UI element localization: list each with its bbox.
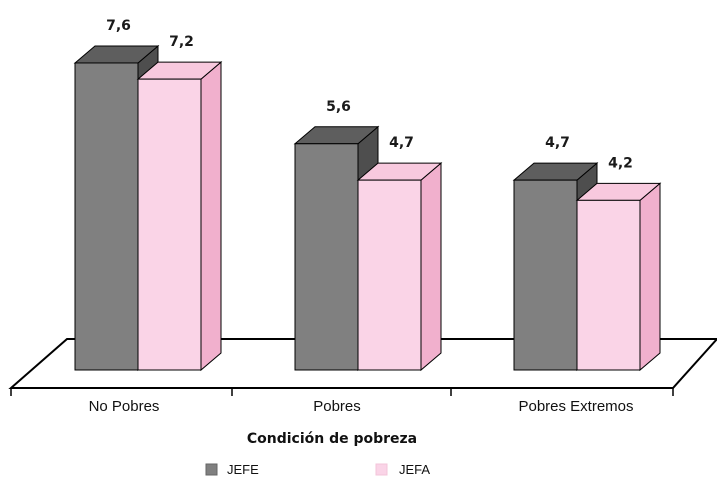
bar-front bbox=[137, 78, 202, 371]
bar-jefa-2 bbox=[356, 162, 443, 372]
legend: JEFE JEFA bbox=[205, 462, 430, 477]
bar-jefa-1 bbox=[136, 61, 223, 372]
value-label-jefe-3: 4,7 bbox=[545, 135, 570, 151]
category-labels-group: No Pobres Pobres Pobres Extremos bbox=[89, 398, 634, 415]
bar-side bbox=[420, 162, 442, 372]
bar-jefa-3 bbox=[575, 182, 662, 372]
legend-item-jefa: JEFA bbox=[375, 462, 430, 477]
bar-jefe-1 bbox=[73, 44, 160, 372]
x-axis-title: Condición de pobreza bbox=[247, 431, 417, 447]
bar-side bbox=[639, 182, 661, 372]
bar-front bbox=[513, 179, 578, 371]
category-label-3: Pobres Extremos bbox=[518, 398, 633, 415]
value-labels-group: 7,6 7,2 5,6 4,7 4,7 4,2 bbox=[106, 18, 633, 171]
legend-swatch-jefa bbox=[375, 463, 388, 476]
value-label-jefa-3: 4,2 bbox=[608, 155, 633, 171]
value-label-jefe-1: 7,6 bbox=[106, 18, 131, 34]
value-label-jefe-2: 5,6 bbox=[326, 99, 351, 115]
category-label-2: Pobres bbox=[313, 398, 361, 415]
bar-front bbox=[74, 62, 139, 371]
value-label-jefa-2: 4,7 bbox=[389, 135, 414, 151]
bar-side bbox=[200, 61, 222, 372]
legend-swatch-jefe bbox=[205, 463, 218, 476]
value-label-jefa-1: 7,2 bbox=[169, 34, 194, 50]
bars-group bbox=[73, 44, 662, 372]
category-label-1: No Pobres bbox=[89, 398, 160, 415]
legend-label-jefe: JEFE bbox=[227, 462, 259, 477]
bar-front bbox=[294, 143, 359, 371]
bar-front bbox=[576, 199, 641, 371]
legend-label-jefa: JEFA bbox=[399, 462, 430, 477]
bar-front bbox=[357, 179, 422, 371]
legend-item-jefe: JEFE bbox=[205, 462, 259, 477]
